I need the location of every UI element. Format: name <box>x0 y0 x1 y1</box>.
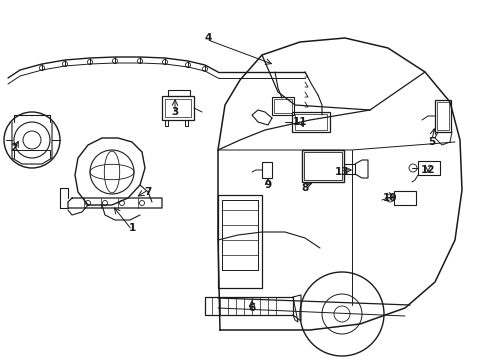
Text: 6: 6 <box>248 303 255 313</box>
Bar <box>204 297 292 315</box>
Text: 12: 12 <box>420 165 434 175</box>
Bar <box>162 96 194 120</box>
Bar <box>273 99 291 113</box>
Text: 3: 3 <box>171 107 178 117</box>
Bar <box>271 97 293 115</box>
Bar <box>168 90 190 96</box>
Bar <box>291 112 329 132</box>
Bar <box>304 152 341 180</box>
Text: 13: 13 <box>334 167 348 177</box>
Bar <box>417 161 439 175</box>
Bar <box>393 191 415 205</box>
Text: 4: 4 <box>204 33 211 43</box>
Text: 9: 9 <box>264 180 271 190</box>
Text: 10: 10 <box>382 193 396 203</box>
Bar <box>164 99 191 117</box>
Text: 11: 11 <box>292 117 306 127</box>
Bar <box>294 114 326 130</box>
Bar <box>434 100 450 132</box>
Bar <box>262 162 271 178</box>
Text: 8: 8 <box>301 183 308 193</box>
Bar <box>302 150 343 182</box>
Text: 5: 5 <box>427 137 435 147</box>
Text: 7: 7 <box>144 187 151 197</box>
Bar <box>436 102 448 130</box>
Text: 1: 1 <box>128 223 135 233</box>
Text: 2: 2 <box>10 143 18 153</box>
